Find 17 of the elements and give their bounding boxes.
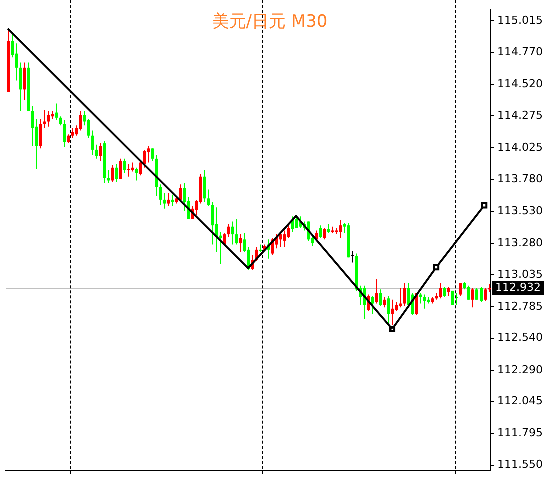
y-tick-label: 112.045 (498, 394, 544, 408)
y-tick-label: 113.280 (498, 236, 544, 250)
y-tick-label: 114.770 (498, 45, 544, 58)
chart-title: 美元/日元 M30 (211, 11, 329, 33)
y-tick-label: 114.025 (498, 140, 544, 154)
y-tick-label: 111.550 (498, 458, 544, 472)
ref-line-label: 112.932 (496, 280, 542, 294)
y-tick-label: 112.290 (498, 363, 544, 376)
y-tick-label: 114.520 (498, 77, 544, 90)
y-tick-label: 114.275 (498, 108, 544, 122)
y-tick-label: 115.015 (498, 14, 544, 27)
y-tick-label: 112.540 (498, 331, 544, 344)
y-tick-label: 113.530 (498, 204, 544, 218)
y-tick-label: 111.795 (498, 426, 544, 440)
y-tick-label: 112.785 (498, 300, 544, 313)
y-tick-label: 113.780 (498, 172, 544, 186)
y-tick-label: 113.035 (498, 268, 544, 281)
